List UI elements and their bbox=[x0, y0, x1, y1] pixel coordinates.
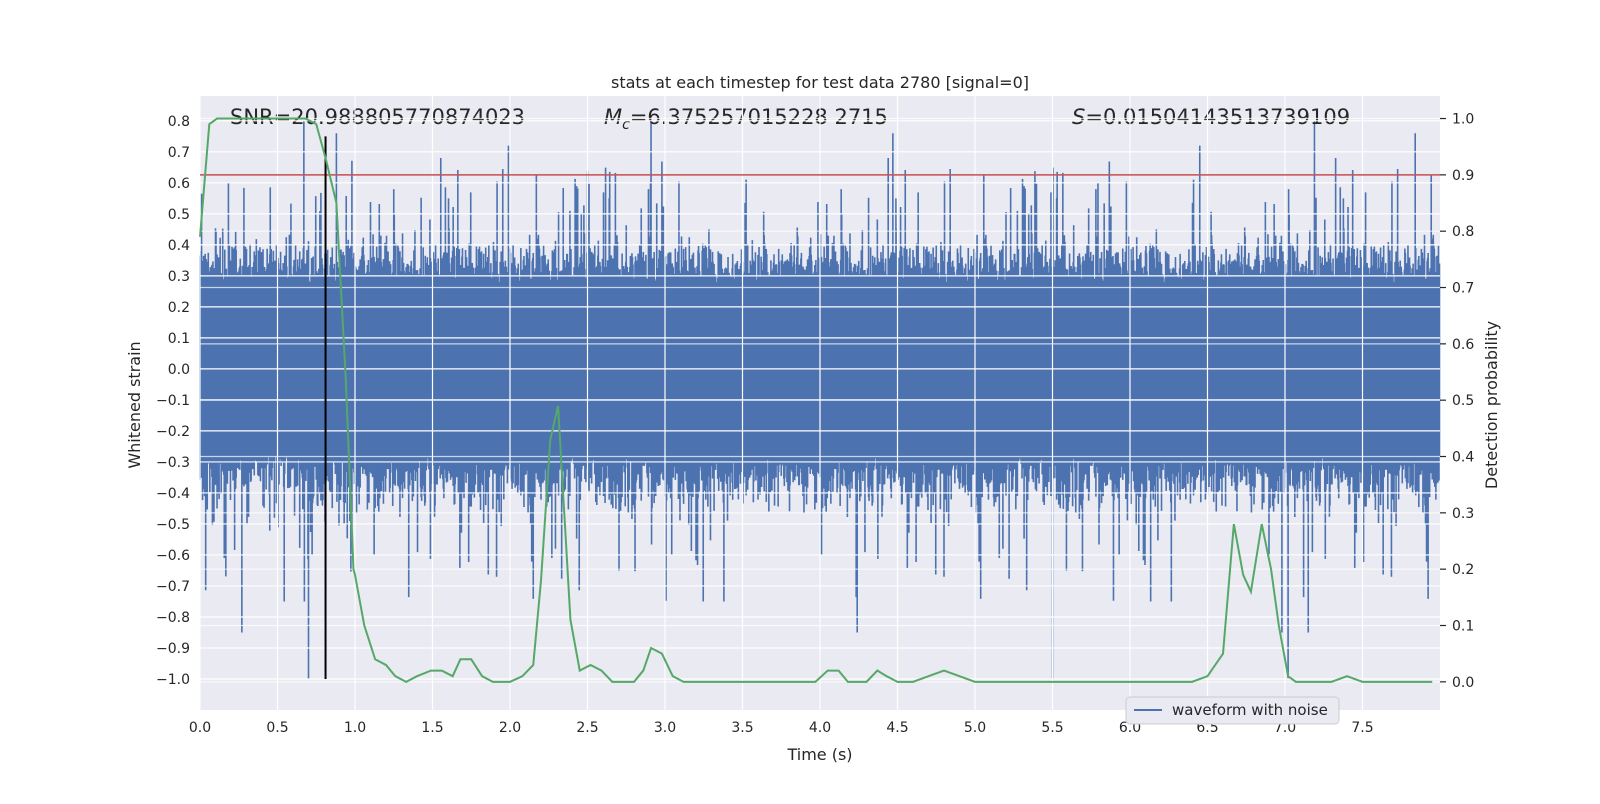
x-axis-ticks: 0.0 0.5 1.0 1.5 2.0 2.5 3.0 3.5 4.0 4.5 5.0 5.5 6.0 6… bbox=[189, 720, 1374, 736]
right-tick-label: 0.9 bbox=[1452, 168, 1474, 184]
y-tick-label: −1.0 bbox=[156, 672, 190, 688]
x-axis-label: Time (s) bbox=[786, 745, 852, 764]
x-tick-label: 2.5 bbox=[576, 720, 598, 736]
right-tick-label: 0.1 bbox=[1452, 619, 1474, 635]
y-tick-label: 0.6 bbox=[168, 176, 190, 192]
y-tick-label: 0.0 bbox=[168, 362, 190, 378]
y-axis-ticks: 0.8 0.7 0.6 0.5 0.4 0.3 0.2 0.1 0.0 −0.1 −0.2 −0.3 −… bbox=[156, 114, 190, 688]
right-tick-label: 0.2 bbox=[1452, 562, 1474, 578]
y-axis-label: Whitened strain bbox=[125, 341, 144, 468]
detection-probability-line bbox=[199, 117, 1433, 683]
right-tick-label: 0.0 bbox=[1452, 675, 1474, 691]
s-value: =0.01504143513739109 bbox=[1085, 105, 1350, 129]
x-tick-label: 5.5 bbox=[1041, 720, 1063, 736]
x-tick-label: 1.5 bbox=[421, 720, 443, 736]
right-tick-label: 0.8 bbox=[1452, 224, 1474, 240]
y-tick-label: 0.4 bbox=[168, 238, 190, 254]
right-tick-label: 0.7 bbox=[1452, 281, 1474, 297]
y-tick-label: −0.3 bbox=[156, 455, 190, 471]
chirp-mass-annotation: Mc=6.375257015228 2715 bbox=[604, 105, 888, 133]
right-tick-label: 1.0 bbox=[1452, 112, 1474, 128]
grid-lines bbox=[199, 96, 1440, 710]
y-tick-label: −0.2 bbox=[156, 424, 190, 440]
right-tick-label: 0.4 bbox=[1452, 450, 1474, 466]
chirp-mass-subscript: c bbox=[622, 117, 630, 133]
y-tick-label: −0.4 bbox=[156, 486, 190, 502]
x-tick-label: 4.0 bbox=[809, 720, 831, 736]
y-tick-label: 0.5 bbox=[168, 207, 190, 223]
y-tick-label: −0.1 bbox=[156, 393, 190, 409]
right-axis-label: Detection probability bbox=[1482, 321, 1501, 489]
chart-title: stats at each timestep for test data 278… bbox=[611, 73, 1029, 92]
y-tick-label: −0.9 bbox=[156, 641, 190, 657]
y-tick-label: −0.7 bbox=[156, 579, 190, 595]
x-tick-label: 1.0 bbox=[344, 720, 366, 736]
chirp-mass-value: =6.375257015228 2715 bbox=[630, 105, 888, 129]
s-annotation: S=0.01504143513739109 bbox=[1072, 105, 1350, 129]
y-tick-label: 0.2 bbox=[168, 300, 190, 316]
chirp-mass-symbol: M bbox=[604, 105, 622, 129]
s-symbol: S bbox=[1072, 105, 1085, 129]
y-tick-label: −0.8 bbox=[156, 610, 190, 626]
x-tick-label: 5.0 bbox=[964, 720, 986, 736]
right-tick-label: 0.6 bbox=[1452, 337, 1474, 353]
y-tick-label: 0.3 bbox=[168, 269, 190, 285]
snr-annotation: SNR=20.988805770874023 bbox=[230, 105, 525, 129]
y-tick-label: −0.5 bbox=[156, 517, 190, 533]
x-tick-label: 3.0 bbox=[654, 720, 676, 736]
right-axis-ticks: 1.0 0.9 0.8 0.7 0.6 0.5 0.4 0.3 0.2 0.1 0.0 bbox=[1440, 112, 1474, 691]
y-tick-label: 0.1 bbox=[168, 331, 190, 347]
x-tick-label: 3.5 bbox=[731, 720, 753, 736]
y-tick-label: 0.7 bbox=[168, 145, 190, 161]
legend-label: waveform with noise bbox=[1172, 701, 1328, 719]
x-tick-label: 4.5 bbox=[886, 720, 908, 736]
y-tick-label: 0.8 bbox=[168, 114, 190, 130]
x-tick-label: 0.5 bbox=[266, 720, 288, 736]
right-tick-label: 0.5 bbox=[1452, 393, 1474, 409]
x-tick-label: 7.5 bbox=[1351, 720, 1373, 736]
legend: waveform with noise bbox=[1125, 696, 1340, 725]
y-tick-label: −0.6 bbox=[156, 548, 190, 564]
right-tick-label: 0.3 bbox=[1452, 506, 1474, 522]
x-tick-label: 2.0 bbox=[499, 720, 521, 736]
legend-box bbox=[1125, 696, 1340, 725]
x-tick-label: 0.0 bbox=[189, 720, 211, 736]
